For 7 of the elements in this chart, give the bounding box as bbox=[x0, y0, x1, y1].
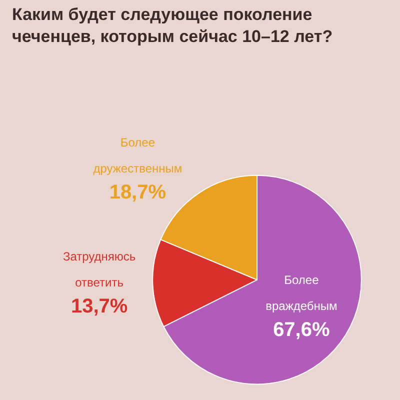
data-label: 13,7% bbox=[70, 295, 128, 318]
slice-label: Затрудняюсь ответить bbox=[62, 249, 136, 290]
slice-label: Более враждебным bbox=[266, 273, 338, 314]
data-label: 18,7% bbox=[109, 181, 166, 204]
data-label: 67,6% bbox=[273, 319, 330, 342]
slice-label: Более дружественным bbox=[93, 135, 182, 176]
chart-title: Каким будет следующее поколение чеченцев, которым сейчас 10–12 лет? bbox=[12, 5, 333, 46]
